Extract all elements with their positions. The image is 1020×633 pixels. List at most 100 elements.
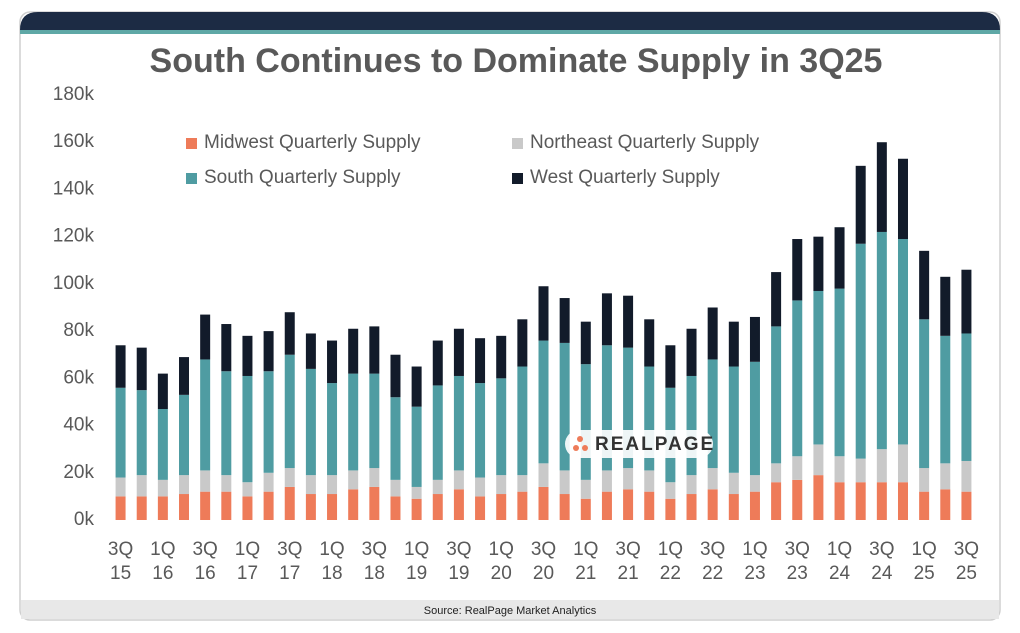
bar-segment — [961, 460, 972, 492]
bar-segment — [538, 340, 549, 464]
x-tick-label: 1Q 19 — [404, 539, 429, 584]
bar-segment — [221, 324, 232, 372]
bar-segment — [538, 463, 549, 487]
bar-segment — [897, 158, 908, 240]
bar-segment — [749, 491, 760, 520]
legend-swatch — [512, 173, 523, 184]
bar-segment — [496, 475, 507, 495]
bar-segment — [221, 371, 232, 476]
bar-segment — [284, 486, 295, 520]
bar-segment — [855, 165, 866, 244]
bar-segment — [200, 470, 211, 492]
bar-segment — [665, 498, 676, 520]
bar-segment — [919, 250, 930, 320]
bar-segment — [623, 295, 634, 348]
x-tick-label: 3Q 15 — [108, 539, 133, 584]
legend-label: South Quarterly Supply — [204, 167, 401, 188]
bar-segment — [855, 243, 866, 459]
bar-segment — [453, 489, 464, 520]
bar-segment — [919, 319, 930, 469]
bar-segment — [200, 491, 211, 520]
legend-label: Northeast Quarterly Supply — [530, 132, 760, 153]
bar-segment — [305, 333, 316, 369]
bar-segment — [221, 475, 232, 492]
bar-segment — [538, 286, 549, 341]
bar-segment — [496, 335, 507, 379]
bar-segment — [559, 470, 570, 495]
bar-segment — [369, 326, 380, 374]
bar-segment — [348, 373, 359, 471]
bar-segment — [475, 496, 486, 520]
x-tick-label: 3Q 25 — [954, 539, 979, 584]
bar-segment — [411, 406, 422, 487]
legend-label: Midwest Quarterly Supply — [204, 132, 421, 153]
watermark: REALPAGE — [565, 430, 715, 458]
bar-segment — [348, 470, 359, 490]
bar-segment — [876, 231, 887, 450]
x-tick-label: 3Q 21 — [615, 539, 640, 584]
bar-segment — [390, 496, 401, 520]
bar-segment — [200, 314, 211, 360]
bar-segment — [813, 444, 824, 476]
bar-segment — [771, 326, 782, 464]
bar-segment — [897, 239, 908, 445]
y-tick-label: 120k — [53, 226, 95, 247]
bar-segment — [475, 477, 486, 497]
y-tick-label: 60k — [63, 367, 94, 388]
bar-segment — [707, 307, 718, 360]
y-tick-label: 100k — [53, 273, 95, 294]
x-tick-label: 1Q 17 — [235, 539, 260, 584]
bar-segment — [601, 491, 612, 520]
bar-segment — [940, 463, 951, 490]
x-tick-label: 1Q 25 — [911, 539, 936, 584]
bar-segment — [284, 354, 295, 469]
x-tick-label: 3Q 17 — [277, 539, 302, 584]
watermark-text: REALPAGE — [595, 434, 715, 455]
bar-segment — [390, 479, 401, 497]
bar-segment — [263, 331, 274, 372]
bar-segment — [749, 361, 760, 476]
bar-segment — [623, 489, 634, 520]
bar-segment — [517, 475, 528, 492]
bar-segment — [961, 269, 972, 334]
bar-segment — [453, 470, 464, 490]
bar-segment — [432, 340, 443, 386]
bar-segment — [242, 496, 253, 520]
y-tick-label: 160k — [53, 131, 95, 152]
x-tick-label: 1Q 22 — [658, 539, 683, 584]
bar-segment — [411, 486, 422, 499]
bar-segment — [263, 491, 274, 520]
x-tick-label: 3Q 22 — [700, 539, 725, 584]
bar-segment — [179, 394, 190, 476]
bar-segment — [834, 482, 845, 520]
bar-segment — [813, 290, 824, 445]
bar-segment — [707, 468, 718, 490]
bar-segment — [707, 489, 718, 520]
bar-segment — [475, 383, 486, 478]
bar-segment — [623, 468, 634, 490]
bar-segment — [538, 486, 549, 520]
bar-segment — [876, 142, 887, 232]
bar-segment — [453, 328, 464, 376]
bar-segment — [940, 489, 951, 520]
y-tick-label: 0k — [74, 509, 95, 530]
bar-segment — [792, 456, 803, 480]
bar-segment — [580, 321, 591, 365]
chart-title: South Continues to Dominate Supply in 3Q… — [150, 42, 883, 80]
bar-segment — [390, 397, 401, 480]
x-tick-label: 3Q 20 — [531, 539, 556, 584]
bar-segment — [940, 276, 951, 336]
legend-swatch — [512, 138, 523, 149]
header-accent — [20, 30, 1000, 34]
legend-swatch — [186, 138, 197, 149]
bar-segment — [897, 482, 908, 520]
bar-segment — [263, 472, 274, 492]
bar-segment — [644, 319, 655, 367]
bar-segment — [157, 496, 168, 520]
bar-segment — [559, 342, 570, 471]
bar-segment — [517, 319, 528, 367]
bar-segment — [580, 479, 591, 499]
bar-segment — [242, 482, 253, 497]
x-tick-label: 3Q 23 — [785, 539, 810, 584]
bar-segment — [792, 479, 803, 520]
